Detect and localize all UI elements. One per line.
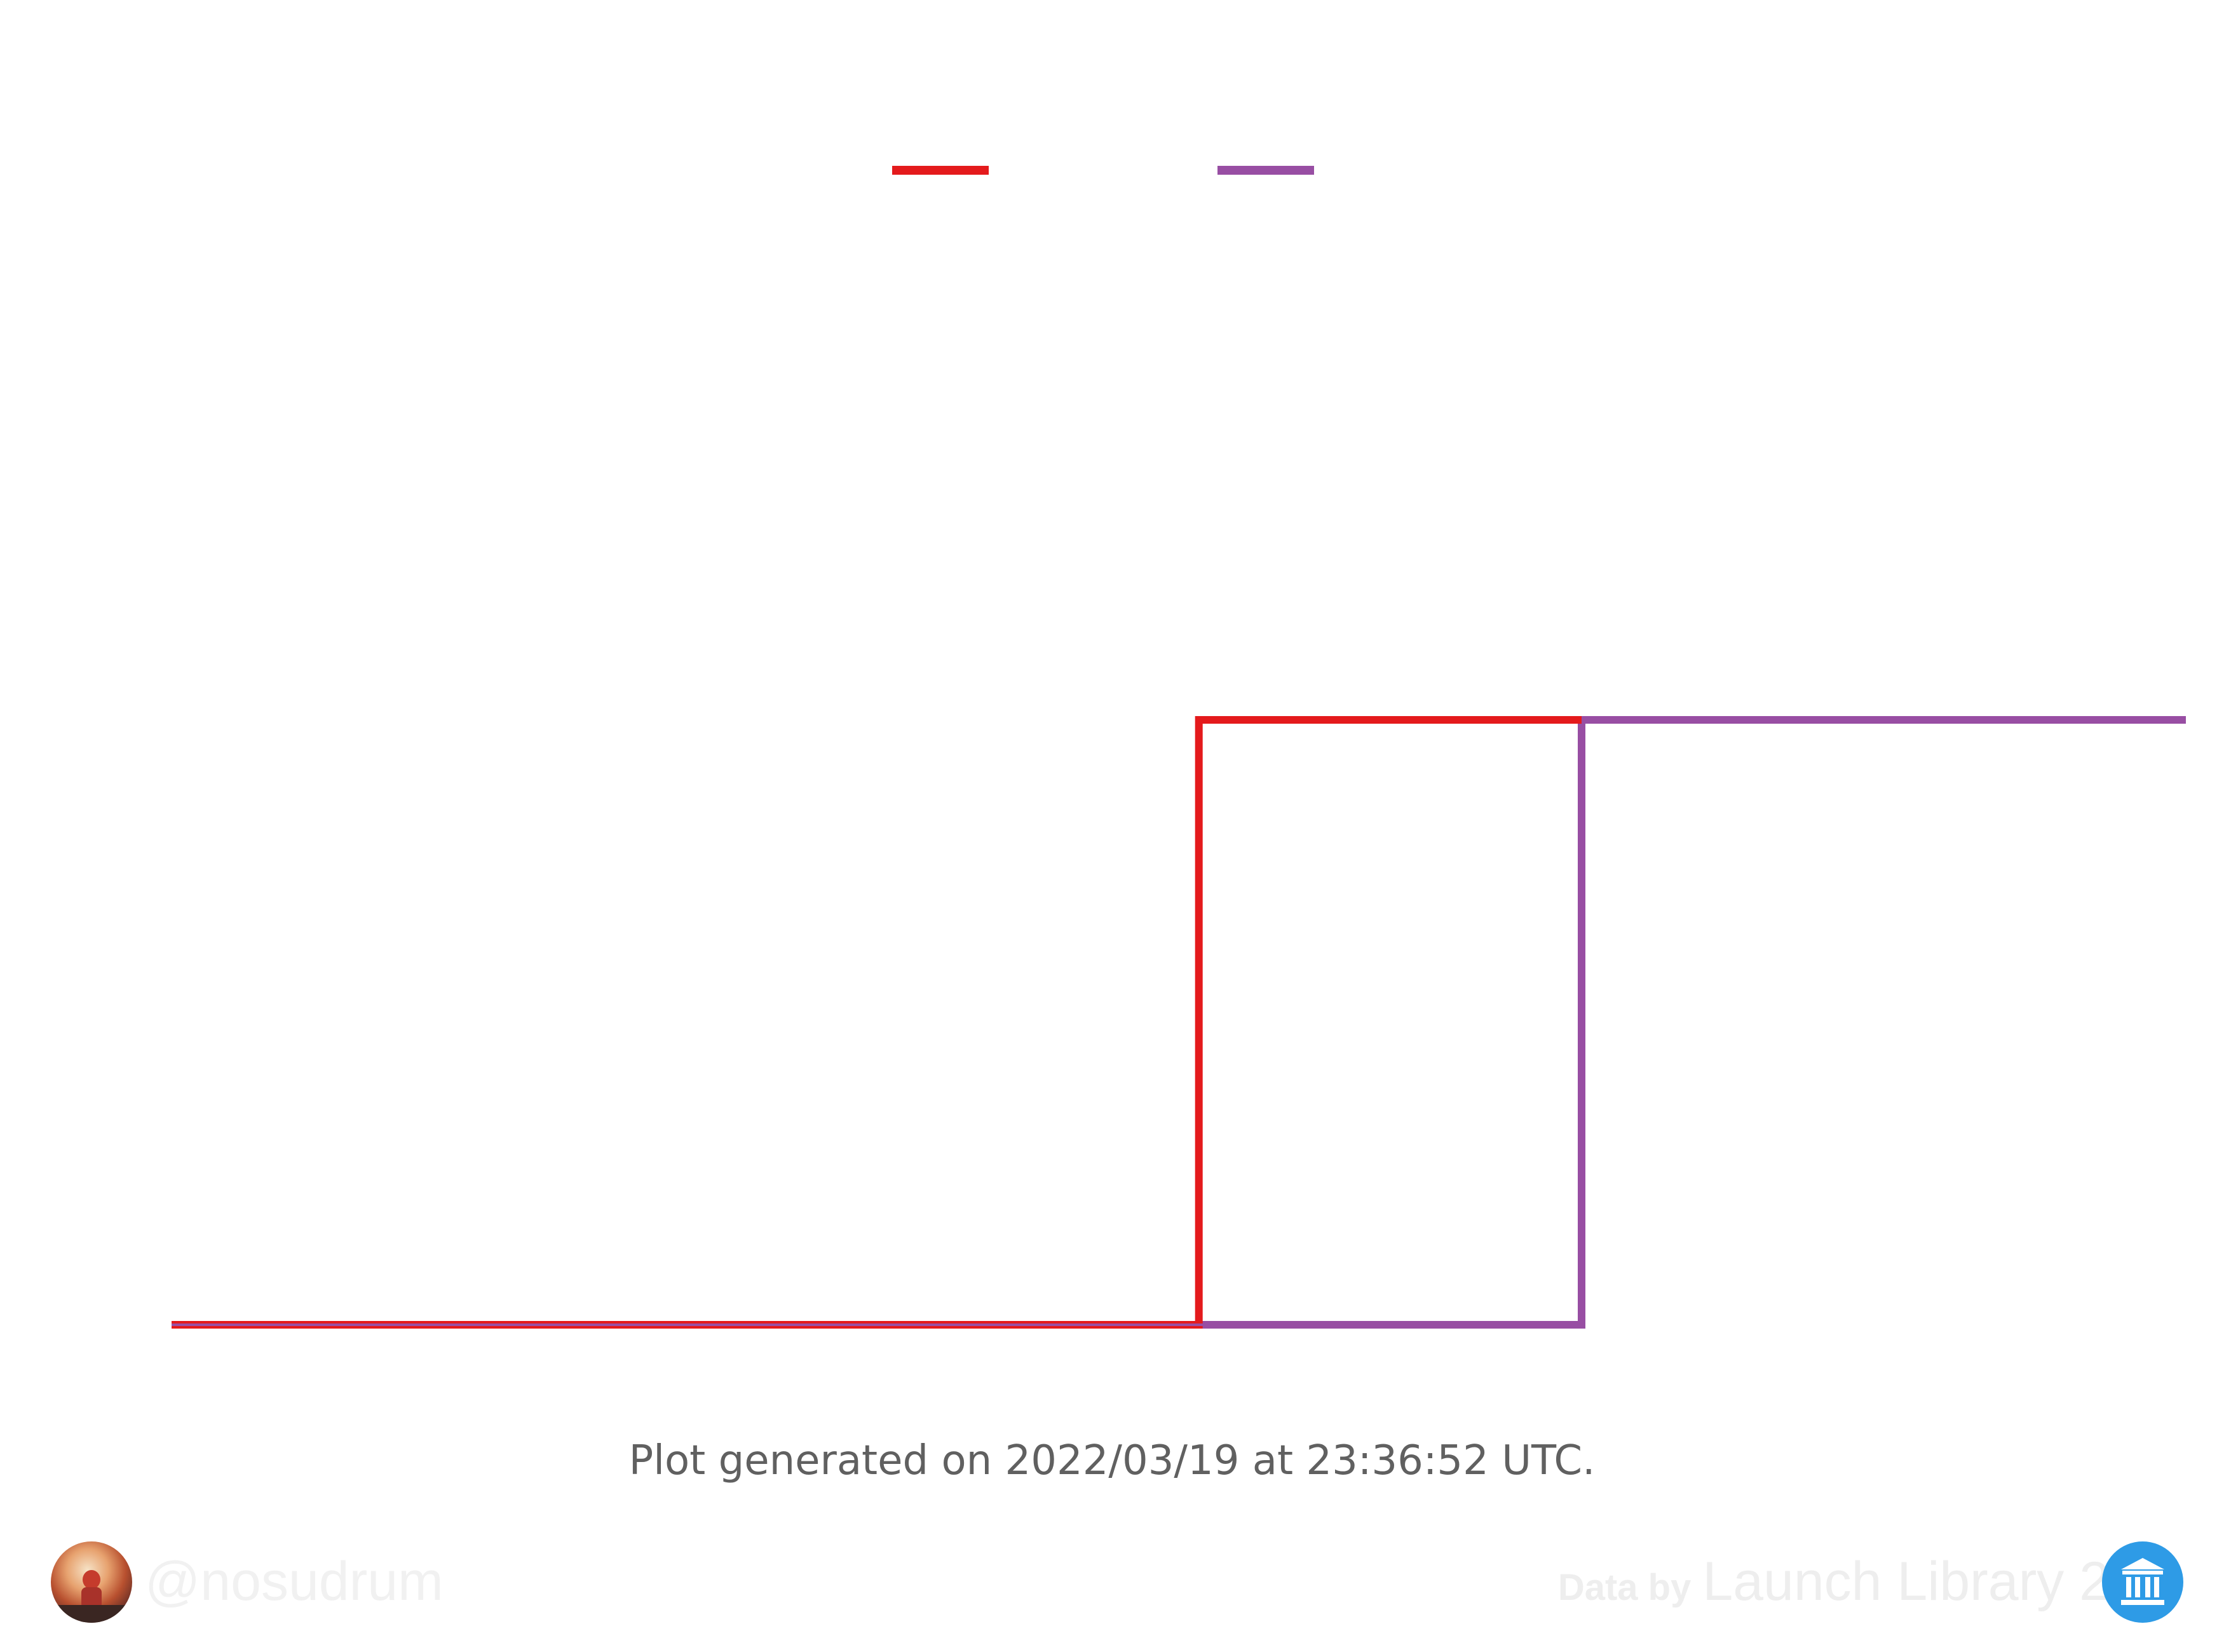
library-building-icon (2121, 1558, 2164, 1605)
plot-area (172, 716, 2186, 1329)
data-credit: Data by Launch Library 2 (1558, 1550, 2110, 1613)
series-line-2 (172, 716, 2186, 1329)
author-handle: @nosudrum (145, 1551, 444, 1612)
author-avatar (51, 1541, 132, 1623)
series-line-1 (172, 716, 1582, 1329)
plot-generated-note: Plot generated on 2022/03/19 at 23:36:52… (628, 1437, 1596, 1484)
library-logo (2102, 1541, 2183, 1623)
astronaut-icon (51, 1570, 132, 1623)
credit-name: Launch Library 2 (1702, 1551, 2110, 1612)
credit-prefix: Data by (1557, 1567, 1692, 1608)
